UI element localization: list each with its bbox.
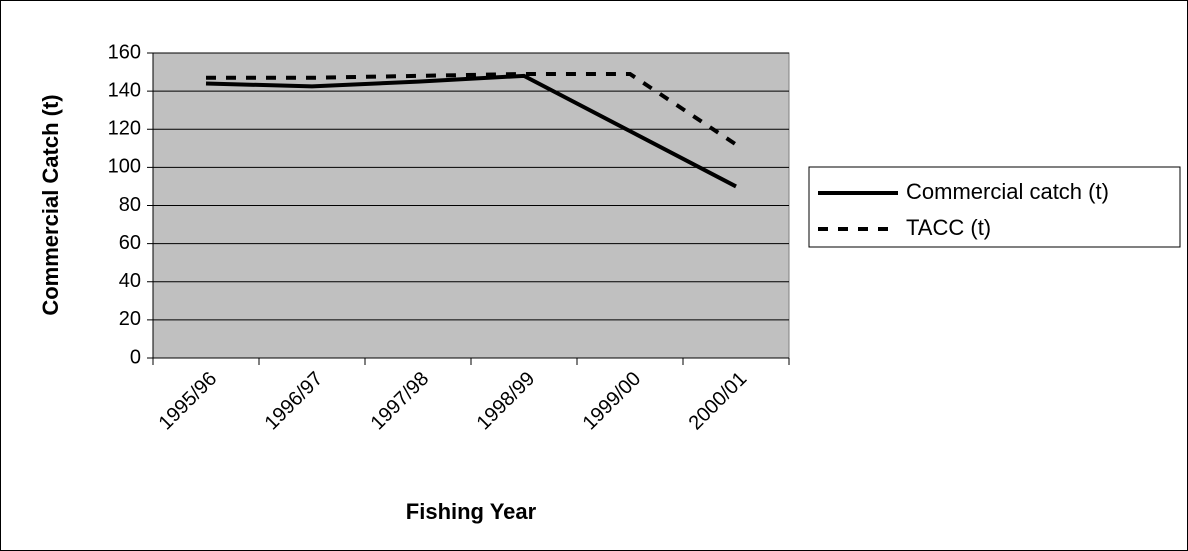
y-tick-label: 0	[130, 346, 141, 368]
y-tick-label: 120	[108, 118, 141, 140]
y-tick-label: 40	[119, 270, 141, 292]
y-tick-label: 100	[108, 156, 141, 178]
legend-label: Commercial catch (t)	[906, 179, 1109, 204]
y-tick-label: 20	[119, 308, 141, 330]
y-tick-label: 140	[108, 79, 141, 101]
series-line	[206, 71, 738, 147]
y-tick-label: 160	[108, 41, 141, 63]
y-tick-label: 60	[119, 232, 141, 254]
x-axis-label: Fishing Year	[406, 499, 537, 524]
legend-label: TACC (t)	[906, 215, 991, 240]
legend-box	[808, 166, 1181, 248]
y-axis-label: Commercial Catch (t)	[38, 94, 63, 315]
y-tick-label: 80	[119, 194, 141, 216]
series-line	[205, 73, 737, 189]
